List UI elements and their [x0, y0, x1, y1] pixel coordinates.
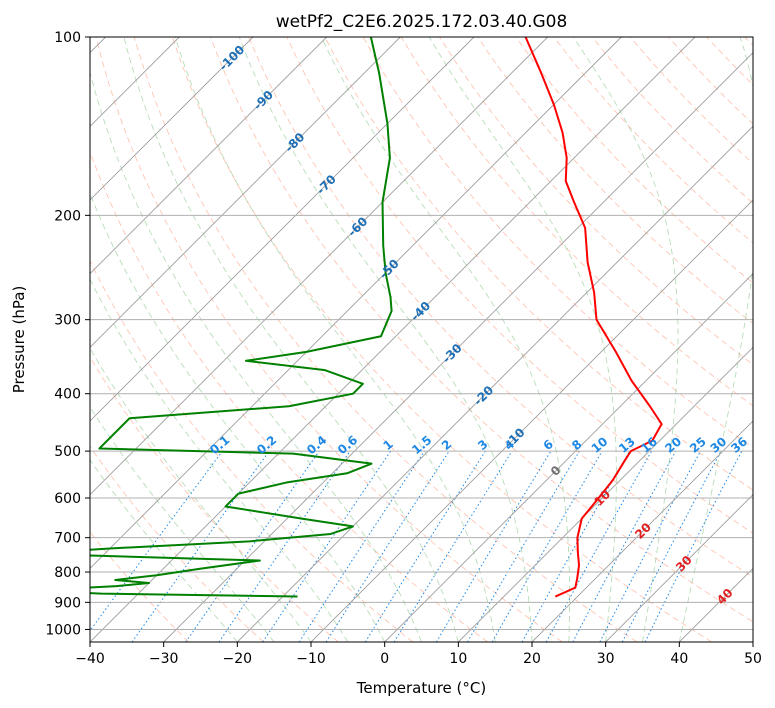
temperature-profile-line	[524, 37, 663, 598]
mixing-ratio-line	[131, 450, 270, 642]
y-tick-label: 900	[54, 595, 81, 611]
x-tick-label: 30	[597, 651, 615, 667]
mixing-ratio-lines	[90, 450, 743, 642]
x-tick-label: 40	[670, 651, 688, 667]
x-tick-label: −10	[296, 651, 326, 667]
isotherm-line	[90, 37, 327, 275]
x-tick-label: −30	[149, 651, 179, 667]
mixing-ratio-line	[185, 450, 320, 642]
x-tick-label: 50	[744, 651, 762, 667]
isotherms	[90, 37, 753, 642]
x-tick-label: 0	[380, 651, 389, 667]
isotherm-line	[237, 125, 753, 642]
y-tick-label: 200	[54, 208, 81, 224]
isotherm-line	[90, 37, 696, 642]
y-tick-label: 600	[54, 491, 81, 507]
dry-adiabats	[90, 37, 753, 642]
x-tick-label: −40	[75, 651, 105, 667]
isotherm-line	[384, 273, 753, 642]
x-tick-label: 20	[523, 651, 541, 667]
x-axis-title: Temperature (°C)	[356, 679, 486, 697]
dry-adiabat-line	[95, 37, 563, 642]
y-tick-label: 400	[54, 387, 81, 403]
dry-adiabat-line	[248, 37, 753, 578]
dry-adiabat-line	[133, 37, 638, 642]
mixing-ratio-line	[218, 450, 351, 642]
y-tick-label: 800	[54, 565, 81, 581]
mixing-ratio-line	[521, 450, 630, 642]
isotherm-line	[163, 52, 753, 642]
isotherm-line	[605, 494, 753, 642]
plot-frame	[89, 36, 754, 643]
isotherm-line	[90, 37, 254, 201]
mixing-ratio-line	[298, 450, 425, 642]
mixing-ratio-line	[545, 450, 653, 642]
chart-title: wetPf2_C2E6.2025.172.03.40.G08	[276, 12, 568, 32]
sounding-series	[90, 37, 663, 598]
isotherm-line	[458, 346, 753, 642]
mixing-ratio-line	[90, 450, 223, 632]
dry-adiabat-line	[171, 37, 712, 642]
dry-adiabat-line	[324, 37, 753, 491]
y-tick-label: 700	[54, 531, 81, 547]
x-axis: −40 −30 −20 −10 0 10 20 30 40 50	[75, 642, 762, 667]
isobars	[90, 37, 753, 630]
moist-adiabat-line	[90, 459, 238, 642]
dry-adiabat-line	[210, 37, 753, 623]
isotherm-line	[90, 37, 622, 569]
dewpoint-profile-line	[90, 37, 393, 598]
dry-adiabat-line	[515, 37, 753, 284]
isotherm-line	[531, 420, 753, 642]
moist-adiabat-line	[123, 37, 459, 642]
dry-adiabat-line	[90, 259, 414, 642]
isotherm-line	[310, 199, 753, 642]
x-tick-label: −20	[223, 651, 253, 667]
moist-adiabat-line	[90, 70, 422, 642]
moist-adiabat-line	[238, 37, 533, 642]
mixing-ratio-line	[393, 450, 513, 642]
moist-adiabat-line	[90, 192, 386, 642]
isotherm-line	[90, 37, 548, 496]
y-tick-label: 1000	[45, 622, 81, 638]
moist-adiabats	[90, 37, 753, 642]
isotherm-line	[90, 37, 401, 348]
moist-adiabat-line	[572, 37, 679, 642]
x-tick-label: 10	[449, 651, 467, 667]
y-axis: 100 200 300 400 500 600 700 800 900 1000	[45, 30, 90, 638]
moist-adiabat-line	[320, 37, 571, 642]
y-axis-title: Pressure (hPa)	[10, 286, 28, 394]
moist-adiabat-line	[428, 37, 617, 642]
moist-adiabat-line	[90, 406, 275, 642]
y-tick-label: 300	[54, 313, 81, 329]
y-tick-label: 100	[54, 30, 81, 46]
moist-adiabat-line	[174, 37, 496, 642]
moist-adiabat-line	[90, 278, 349, 642]
mixing-ratio-line	[572, 450, 677, 642]
y-tick-label: 500	[54, 444, 81, 460]
mixing-ratio-line	[644, 450, 743, 642]
dry-adiabat-line	[90, 356, 339, 642]
mixing-ratio-line	[325, 450, 450, 642]
dry-adiabat-line	[90, 445, 264, 642]
dry-adiabat-line	[286, 37, 753, 534]
plot-area: 0.1 0.2 0.4 0.6 1 1.5 2 3 4 6 8 10 13 16 20 253036-100-…	[90, 37, 753, 642]
mixing-ratio-line	[262, 450, 392, 642]
moist-adiabat-line	[678, 37, 753, 642]
isotherm-line	[90, 37, 475, 422]
